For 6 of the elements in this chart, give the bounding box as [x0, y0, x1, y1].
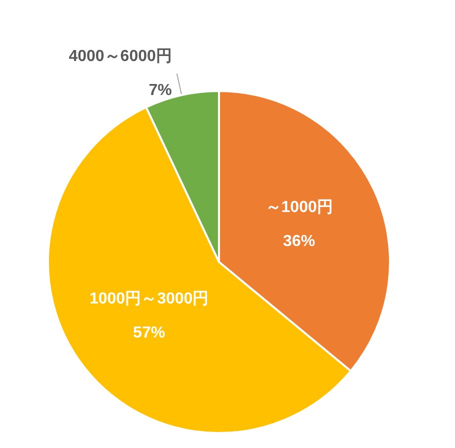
data-label: 57% [133, 324, 166, 342]
data-label: 36% [283, 232, 316, 250]
data-label: 7% [148, 82, 172, 100]
slice-label: 1000円～3000円 [89, 290, 209, 308]
slice-label: ～1000円 [265, 198, 333, 216]
slice-label: 4000～6000円 [68, 48, 172, 66]
